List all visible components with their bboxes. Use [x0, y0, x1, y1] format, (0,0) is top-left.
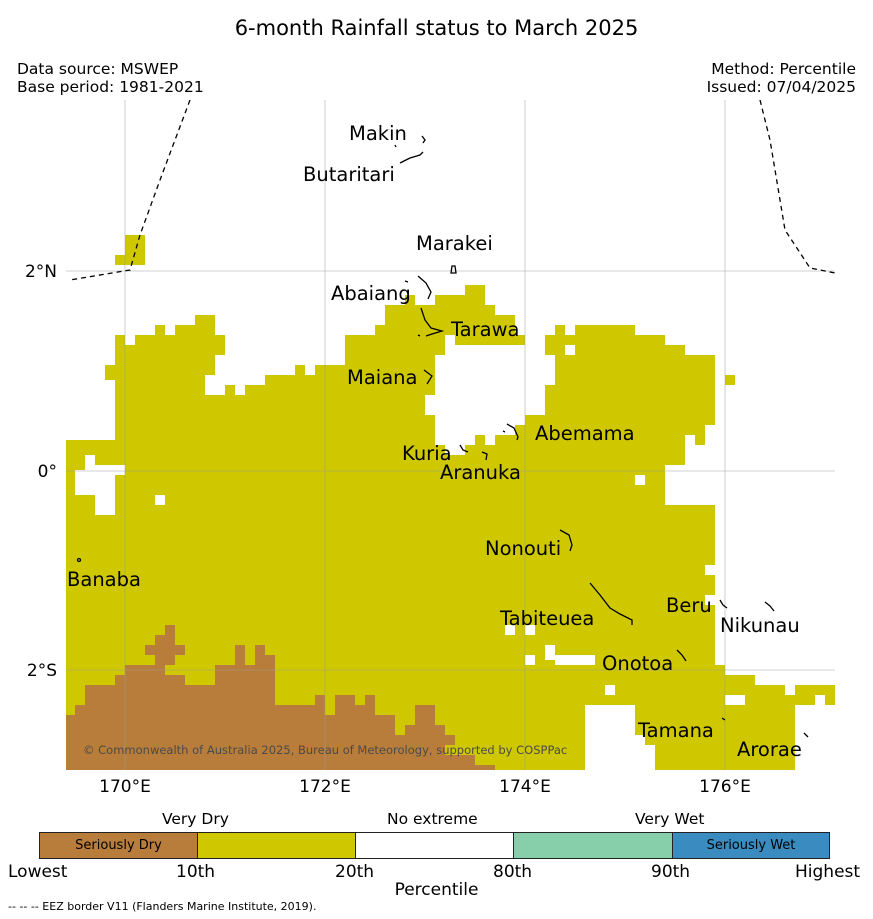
graticule [66, 100, 835, 770]
legend-category-very-wet: Very Wet [635, 810, 705, 828]
lon-tick-176e: 176°E [699, 777, 751, 797]
label-kuria: Kuria [402, 442, 452, 465]
legend-category-very-dry: Very Dry [162, 810, 229, 828]
data-source-info: Data source: MSWEP Base period: 1981-202… [17, 60, 204, 96]
label-makin: Makin [349, 122, 407, 145]
legend-swatch-very-wet [513, 832, 673, 859]
legend-edge-10th: 10th [176, 862, 216, 882]
map-area: © Commonwealth of Australia 2025, Bureau… [66, 100, 835, 770]
eez-footnote: -- -- -- EEZ border V11 (Flanders Marine… [8, 900, 317, 913]
label-marakei: Marakei [416, 232, 493, 255]
label-nikunau: Nikunau [720, 614, 800, 637]
axis-ticks: 2°N 0° 2°S 170°E 172°E 174°E 176°E [25, 262, 751, 797]
lon-tick-170e: 170°E [99, 777, 151, 797]
label-nonouti: Nonouti [485, 537, 561, 560]
seriously-dry-region [66, 625, 495, 770]
lon-tick-172e: 172°E [299, 777, 351, 797]
base-period: Base period: 1981-2021 [17, 78, 204, 96]
label-maiana: Maiana [347, 366, 417, 389]
label-arorae: Arorae [737, 738, 802, 761]
copyright-text: © Commonwealth of Australia 2025, Bureau… [83, 743, 567, 757]
label-abemama: Abemama [535, 422, 635, 445]
lat-tick-2s: 2°S [27, 661, 57, 681]
very-dry-patch [725, 375, 735, 385]
legend-swatch-no-extreme [355, 832, 514, 859]
legend-edge-80th: 80th [493, 862, 533, 882]
eez-border [69, 100, 835, 281]
legend-axis-title: Percentile [394, 880, 479, 900]
legend-edge-lowest: Lowest [8, 862, 68, 882]
label-butaritari: Butaritari [303, 163, 395, 186]
legend-category-no-extreme: No extreme [387, 810, 478, 828]
label-onotoa: Onotoa [602, 652, 673, 675]
label-banaba: Banaba [67, 568, 141, 591]
label-tamana: Tamana [637, 719, 714, 742]
label-tarawa: Tarawa [450, 318, 520, 341]
legend-edge-highest: Highest [795, 862, 861, 882]
issued-date: Issued: 07/04/2025 [706, 78, 856, 96]
label-beru: Beru [666, 594, 712, 617]
label-abaiang: Abaiang [331, 282, 411, 305]
island-outlines [76, 135, 809, 738]
method-info: Method: Percentile Issued: 07/04/2025 [707, 60, 856, 96]
legend-edge-90th: 90th [651, 862, 691, 882]
data-source: Data source: MSWEP [17, 60, 179, 78]
label-aranuka: Aranuka [440, 461, 521, 484]
rainfall-map: © Commonwealth of Australia 2025, Bureau… [25, 100, 835, 797]
lat-tick-0: 0° [38, 462, 57, 482]
legend-swatch-seriously-wet: Seriously Wet [672, 832, 830, 859]
map-title: 6-month Rainfall status to March 2025 [234, 16, 639, 40]
label-tabiteuea: Tabiteuea [499, 607, 594, 630]
legend-swatch-seriously-dry: Seriously Dry [39, 832, 198, 859]
very-dry-patch [115, 255, 145, 265]
lat-tick-2n: 2°N [25, 262, 57, 282]
very-dry-patch [125, 235, 145, 255]
lon-tick-174e: 174°E [499, 777, 551, 797]
island-labels: Makin Butaritari Marakei Abaiang Tarawa … [67, 122, 802, 761]
legend-swatch-very-dry [197, 832, 356, 859]
method: Method: Percentile [711, 60, 856, 78]
legend-edge-20th: 20th [335, 862, 375, 882]
